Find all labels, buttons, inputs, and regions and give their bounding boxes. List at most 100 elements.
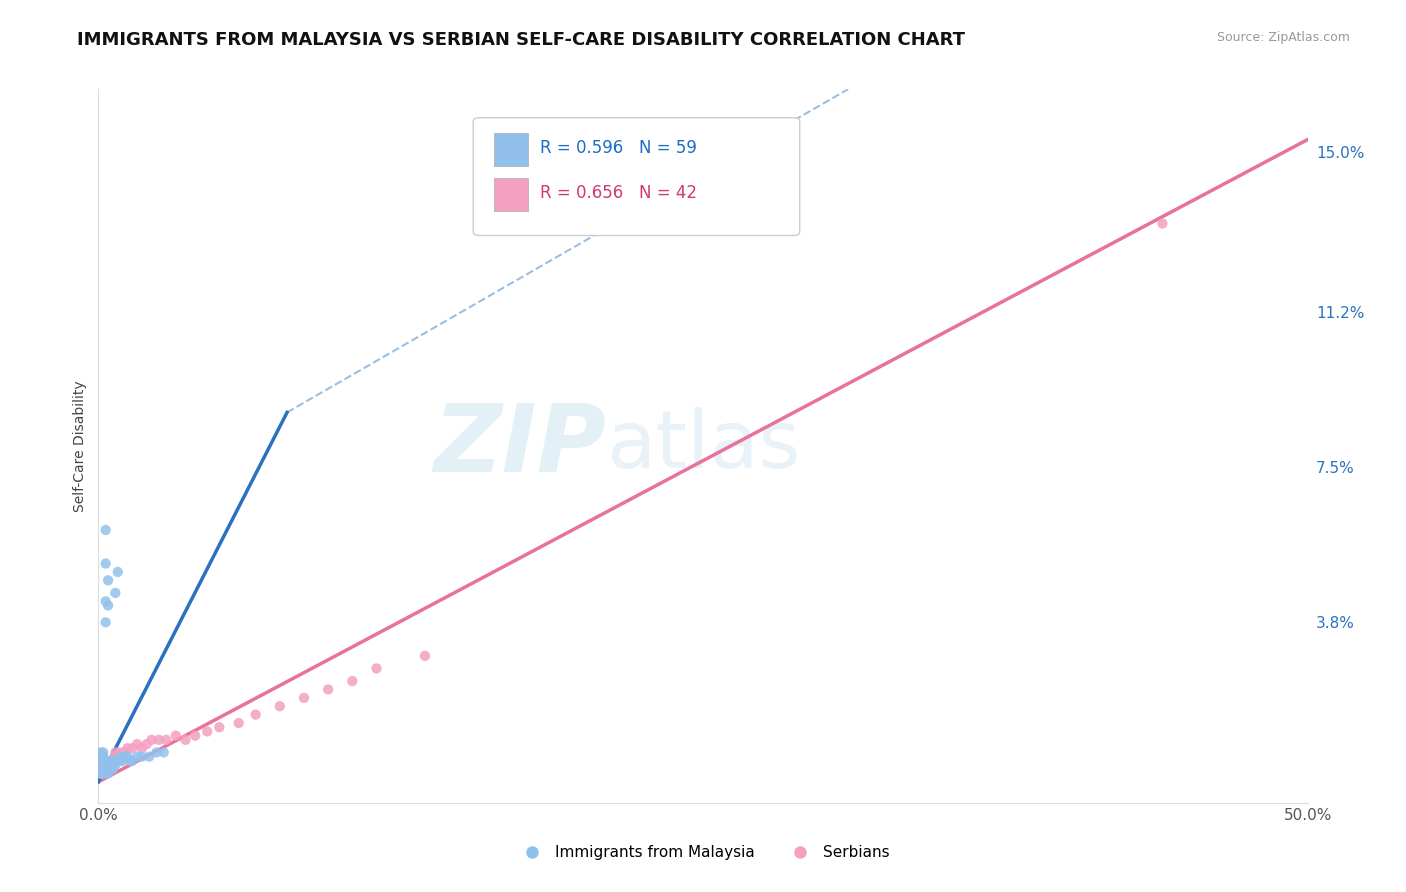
Point xyxy=(117,741,139,756)
Point xyxy=(118,754,141,768)
Point xyxy=(97,599,120,613)
Point xyxy=(91,762,114,776)
Point xyxy=(97,758,120,772)
Point xyxy=(91,758,114,772)
Point xyxy=(90,766,112,780)
Point xyxy=(366,661,388,675)
Point xyxy=(94,762,117,776)
Point xyxy=(100,754,122,768)
Point xyxy=(91,758,114,772)
Point xyxy=(91,766,114,780)
Point xyxy=(245,707,267,722)
Text: atlas: atlas xyxy=(606,407,800,485)
Point xyxy=(292,690,315,705)
Text: R = 0.596   N = 59: R = 0.596 N = 59 xyxy=(540,139,696,157)
Point xyxy=(269,699,291,714)
Point xyxy=(97,762,120,776)
Point xyxy=(100,758,122,772)
Point xyxy=(90,758,112,772)
Point xyxy=(97,766,120,780)
Point xyxy=(152,746,174,760)
Point xyxy=(1152,217,1174,231)
Point xyxy=(94,758,117,772)
Point xyxy=(104,586,127,600)
Point xyxy=(91,749,114,764)
Point xyxy=(90,762,112,776)
Point xyxy=(91,762,114,776)
Y-axis label: Self-Care Disability: Self-Care Disability xyxy=(73,380,87,512)
Point xyxy=(114,746,136,760)
Point xyxy=(131,749,153,764)
Point xyxy=(94,754,117,768)
Point xyxy=(107,749,129,764)
Point xyxy=(91,766,114,780)
Point xyxy=(108,746,131,760)
Text: R = 0.656   N = 42: R = 0.656 N = 42 xyxy=(540,184,697,202)
Point xyxy=(114,749,136,764)
Text: Source: ZipAtlas.com: Source: ZipAtlas.com xyxy=(1216,31,1350,45)
Point xyxy=(148,732,170,747)
Point xyxy=(155,732,177,747)
Point xyxy=(174,732,197,747)
Point xyxy=(145,746,167,760)
Text: IMMIGRANTS FROM MALAYSIA VS SERBIAN SELF-CARE DISABILITY CORRELATION CHART: IMMIGRANTS FROM MALAYSIA VS SERBIAN SELF… xyxy=(77,31,966,49)
Point xyxy=(121,741,143,756)
Point xyxy=(107,565,129,579)
Point xyxy=(141,732,163,747)
Point xyxy=(94,758,117,772)
Point xyxy=(131,741,153,756)
Point xyxy=(90,754,112,768)
Point xyxy=(100,754,122,768)
Point xyxy=(90,762,112,776)
Point xyxy=(94,523,117,537)
Point xyxy=(90,749,112,764)
Point xyxy=(104,749,127,764)
Legend: Immigrants from Malaysia, Serbians: Immigrants from Malaysia, Serbians xyxy=(510,839,896,866)
Point xyxy=(90,766,112,780)
Point xyxy=(104,746,127,760)
Point xyxy=(91,754,114,768)
Point xyxy=(108,749,131,764)
Point xyxy=(127,749,149,764)
Point xyxy=(97,762,120,776)
Point xyxy=(111,754,134,768)
Point xyxy=(90,766,112,780)
Bar xyxy=(494,178,527,211)
Point xyxy=(184,729,207,743)
Point xyxy=(135,737,157,751)
Point xyxy=(111,749,134,764)
Point xyxy=(101,758,124,772)
Point xyxy=(316,682,339,697)
Text: ZIP: ZIP xyxy=(433,400,606,492)
Point xyxy=(100,758,122,772)
Point xyxy=(94,766,117,780)
Point xyxy=(138,749,160,764)
Point xyxy=(91,758,114,772)
Point xyxy=(100,762,122,776)
Point xyxy=(101,754,124,768)
Point xyxy=(342,674,364,689)
Point xyxy=(91,754,114,768)
Point xyxy=(90,758,112,772)
Point xyxy=(90,758,112,772)
Bar xyxy=(494,134,527,166)
Point xyxy=(90,762,112,776)
Point xyxy=(101,762,124,776)
Point xyxy=(91,762,114,776)
Point xyxy=(90,762,112,776)
Point xyxy=(90,754,112,768)
Point xyxy=(228,716,250,731)
Point xyxy=(94,754,117,768)
Point xyxy=(208,720,231,734)
Point xyxy=(121,754,143,768)
Point xyxy=(117,749,139,764)
Point xyxy=(413,648,436,663)
Point xyxy=(94,762,117,776)
FancyBboxPatch shape xyxy=(474,118,800,235)
Point xyxy=(101,754,124,768)
Point xyxy=(104,758,127,772)
Point xyxy=(108,754,131,768)
Point xyxy=(91,766,114,780)
Point xyxy=(94,594,117,608)
Point xyxy=(94,766,117,780)
